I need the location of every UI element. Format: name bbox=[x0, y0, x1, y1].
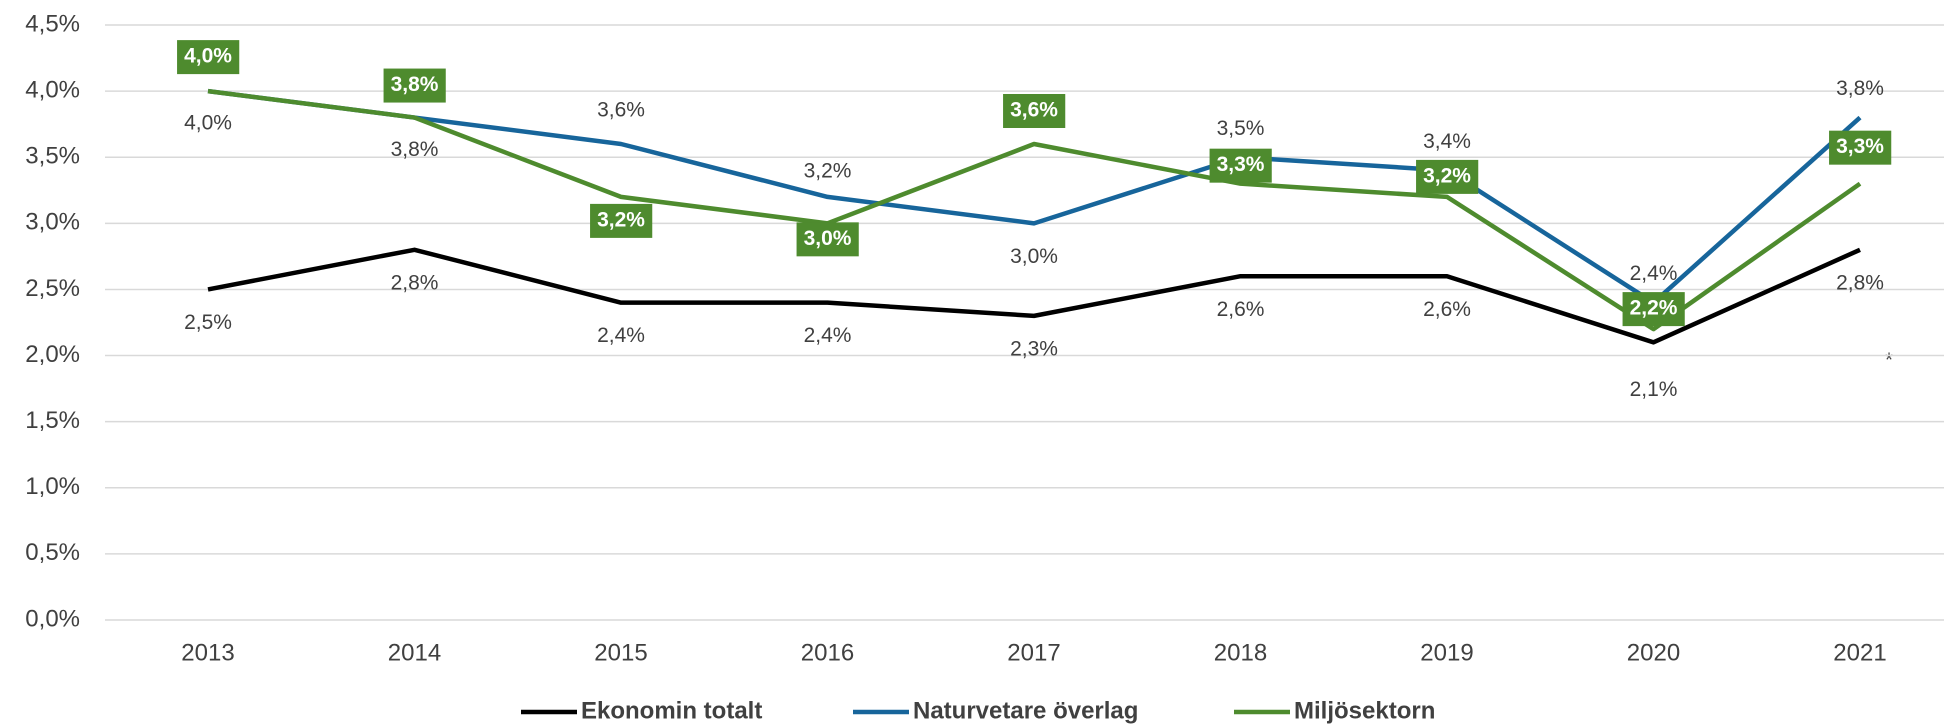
y-tick-label: 1,5% bbox=[25, 407, 80, 434]
legend-label: Miljösektorn bbox=[1294, 697, 1435, 724]
y-tick-label: 0,5% bbox=[25, 539, 80, 566]
data-label-box: 3,2% bbox=[590, 203, 653, 238]
data-label: 2,4% bbox=[597, 324, 645, 347]
x-tick-label: 2014 bbox=[388, 639, 441, 666]
data-label-box: 3,3% bbox=[1209, 148, 1272, 183]
x-tick-label: 2013 bbox=[181, 639, 234, 666]
data-label: 3,2% bbox=[1423, 164, 1471, 187]
data-label: 3,0% bbox=[1010, 245, 1058, 268]
data-label: 3,2% bbox=[597, 208, 645, 231]
legend-label: Naturvetare överlag bbox=[913, 697, 1138, 724]
data-label: 2,8% bbox=[391, 271, 439, 294]
y-tick-label: 2,5% bbox=[25, 275, 80, 302]
data-label-bg bbox=[383, 68, 446, 103]
y-tick-label: 0,0% bbox=[25, 605, 80, 632]
x-tick-label: 2015 bbox=[594, 639, 647, 666]
data-label: 2,6% bbox=[1423, 298, 1471, 321]
data-label: 3,4% bbox=[1423, 130, 1471, 153]
data-label: 3,3% bbox=[1217, 153, 1265, 176]
data-label: 3,5% bbox=[1217, 117, 1265, 140]
x-tick-label: 2016 bbox=[801, 639, 854, 666]
data-label-box: 3,8% bbox=[383, 68, 446, 103]
data-label: 2,1% bbox=[1630, 378, 1678, 401]
data-label-bg bbox=[177, 40, 240, 75]
data-label-bg bbox=[1829, 130, 1892, 165]
data-label: 3,6% bbox=[597, 99, 645, 122]
x-tick-label: 2018 bbox=[1214, 639, 1267, 666]
data-label-bg bbox=[796, 222, 859, 257]
data-label-bg bbox=[1622, 292, 1685, 327]
legend-label: Ekonomin totalt bbox=[581, 697, 762, 724]
data-label: 2,3% bbox=[1010, 337, 1058, 360]
data-label: 3,8% bbox=[391, 138, 439, 161]
y-tick-label: 2,0% bbox=[25, 341, 80, 368]
y-tick-label: 3,5% bbox=[25, 143, 80, 170]
data-label: 3,8% bbox=[391, 73, 439, 96]
data-label: 3,3% bbox=[1836, 135, 1884, 158]
data-label-bg bbox=[590, 203, 653, 238]
y-tick-label: 1,0% bbox=[25, 473, 80, 500]
data-label: 2,4% bbox=[804, 324, 852, 347]
data-label-bg bbox=[1416, 159, 1479, 194]
y-tick-label: 3,0% bbox=[25, 209, 80, 236]
y-tick-label: 4,0% bbox=[25, 76, 80, 103]
annotation: * bbox=[1885, 349, 1893, 371]
data-label: 2,5% bbox=[184, 311, 232, 334]
line bbox=[207, 88, 1862, 305]
data-label: 3,8% bbox=[1836, 77, 1884, 100]
data-label-box: 3,6% bbox=[1003, 94, 1066, 128]
data-label: 2,8% bbox=[1836, 271, 1884, 294]
y-tick-label: 4,5% bbox=[25, 10, 80, 37]
data-label-box: 3,3% bbox=[1829, 130, 1892, 165]
line bbox=[207, 88, 1862, 332]
data-label: 3,6% bbox=[1010, 99, 1058, 122]
data-label-bg bbox=[1003, 94, 1066, 128]
line bbox=[207, 247, 1861, 345]
x-tick-label: 2020 bbox=[1627, 639, 1680, 666]
data-label-box: 4,0% bbox=[177, 40, 240, 75]
data-label-box: 3,0% bbox=[796, 222, 859, 257]
data-label: 3,0% bbox=[804, 227, 852, 250]
data-label: 2,2% bbox=[1630, 297, 1678, 320]
data-label: 3,2% bbox=[804, 159, 852, 182]
x-tick-label: 2021 bbox=[1833, 639, 1886, 666]
data-label: 4,0% bbox=[184, 112, 232, 135]
x-tick-label: 2019 bbox=[1420, 639, 1473, 666]
data-label: 2,4% bbox=[1630, 262, 1678, 285]
data-label-box: 2,2% bbox=[1622, 292, 1685, 327]
data-label-bg bbox=[1209, 148, 1272, 183]
data-label: 2,6% bbox=[1217, 298, 1265, 321]
data-label-box: 3,2% bbox=[1416, 159, 1479, 194]
x-tick-label: 2017 bbox=[1007, 639, 1060, 666]
data-label: 4,0% bbox=[184, 45, 232, 68]
